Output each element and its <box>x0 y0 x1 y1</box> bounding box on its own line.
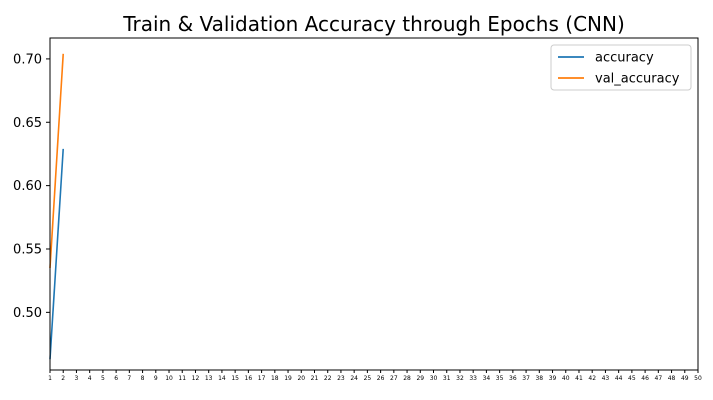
x-tick-label: 43 <box>602 375 610 382</box>
x-tick-label: 26 <box>377 375 385 382</box>
x-tick-label: 4 <box>88 375 92 382</box>
x-tick-label: 3 <box>75 375 79 382</box>
x-tick-label: 39 <box>549 375 557 382</box>
x-tick-label: 50 <box>694 375 702 382</box>
x-tick-label: 19 <box>284 375 292 382</box>
series-line-val-accuracy <box>49 53 65 269</box>
x-tick-label: 17 <box>258 375 266 382</box>
plot-frame <box>49 37 699 371</box>
y-tick-label: 0.70 <box>13 52 42 67</box>
x-tick-label: 42 <box>588 375 596 382</box>
y-tick-label: 0.60 <box>13 179 42 194</box>
x-tick-label: 10 <box>165 375 173 382</box>
y-tick-label: 0.65 <box>13 116 42 131</box>
x-tick-label: 13 <box>205 375 213 382</box>
x-tick-label: 6 <box>114 375 118 382</box>
x-tick-label: 38 <box>535 375 543 382</box>
x-tick-label: 34 <box>483 375 491 382</box>
x-tick-label: 22 <box>324 375 332 382</box>
y-tick-label: 0.50 <box>13 306 42 321</box>
legend-box <box>550 44 692 91</box>
x-tick-label: 15 <box>231 375 239 382</box>
x-tick-label: 40 <box>562 375 570 382</box>
x-tick-label: 44 <box>615 375 623 382</box>
x-tick-label: 11 <box>178 375 186 382</box>
x-tick-label: 8 <box>141 375 145 382</box>
x-tick-label: 31 <box>443 375 451 382</box>
legend-label: val_accuracy <box>595 72 680 87</box>
series-line-accuracy <box>49 148 65 360</box>
x-tick-label: 16 <box>245 375 253 382</box>
x-tick-label: 32 <box>456 375 464 382</box>
x-tick-label: 25 <box>364 375 372 382</box>
x-tick-label: 30 <box>430 375 438 382</box>
x-tick-label: 28 <box>403 375 411 382</box>
y-axis: 0.50 0.55 0.60 0.65 0.70 <box>13 52 50 321</box>
x-axis: 1 2 3 4 5 6 7 8 9 10 11 12 13 14 15 16 17 18 19 20 21 22 23 24 2… <box>48 370 702 382</box>
x-tick-label: 23 <box>337 375 345 382</box>
x-tick-label: 45 <box>628 375 636 382</box>
x-tick-label: 12 <box>192 375 200 382</box>
x-tick-label: 48 <box>668 375 676 382</box>
x-tick-label: 35 <box>496 375 504 382</box>
x-tick-label: 20 <box>297 375 305 382</box>
x-tick-label: 18 <box>271 375 279 382</box>
x-tick-label: 46 <box>641 375 649 382</box>
x-tick-label: 41 <box>575 375 583 382</box>
chart-title: Train & Validation Accuracy through Epoc… <box>122 12 625 36</box>
x-tick-label: 29 <box>416 375 424 382</box>
legend: accuracy val_accuracy <box>550 44 692 91</box>
x-tick-label: 36 <box>509 375 517 382</box>
x-tick-label: 24 <box>350 375 358 382</box>
x-tick-label: 7 <box>127 375 131 382</box>
x-tick-label: 14 <box>218 375 226 382</box>
x-tick-label: 5 <box>101 375 105 382</box>
x-tick-label: 27 <box>390 375 398 382</box>
y-tick-label: 0.55 <box>13 242 42 257</box>
x-tick-label: 37 <box>522 375 530 382</box>
x-tick-label: 9 <box>154 375 158 382</box>
x-tick-label: 49 <box>681 375 689 382</box>
x-tick-label: 1 <box>48 375 52 382</box>
x-tick-label: 33 <box>469 375 477 382</box>
x-tick-label: 21 <box>311 375 319 382</box>
x-tick-label: 2 <box>61 375 65 382</box>
legend-label: accuracy <box>595 51 654 66</box>
series-lines <box>49 53 65 360</box>
x-tick-label: 47 <box>655 375 663 382</box>
